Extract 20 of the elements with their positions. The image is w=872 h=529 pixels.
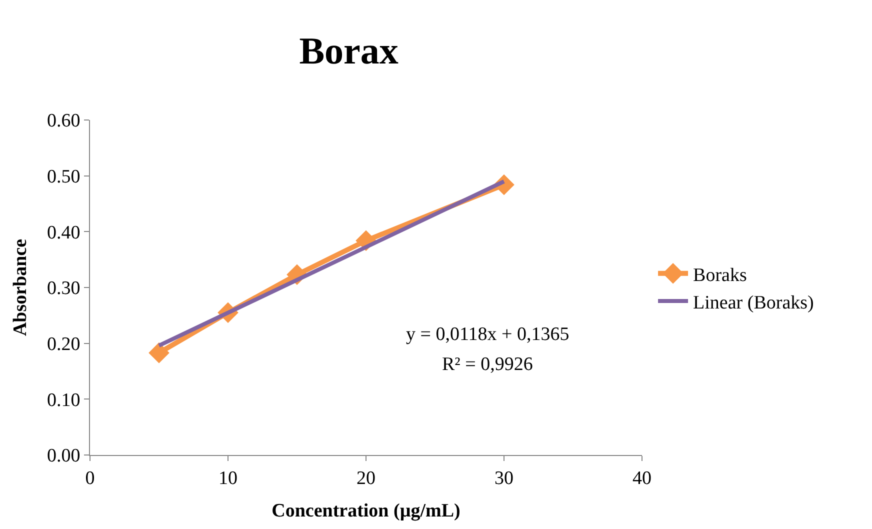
y-tick-label: 0.10 [46,390,80,411]
y-tick-label: 0.40 [46,222,80,244]
x-tick-label: 20 [356,468,376,489]
annotation: y = 0,0118x + 0,1365 [406,324,570,345]
y-axis-title: Absorbance [10,238,31,336]
x-tick-label: 10 [218,468,238,489]
chart-title: Borax [299,30,398,73]
legend-label: Linear (Boraks) [693,292,814,314]
x-axis-title: Concentration (µg/mL) [272,500,460,522]
y-tick-label: 0.30 [46,278,80,300]
y-tick-label: 0.20 [46,334,80,355]
annotation: R² = 0,9926 [442,354,533,375]
y-tick-label: 0.50 [46,166,80,188]
y-tick-label: 0.00 [46,446,80,467]
y-tick-label: 0.60 [46,110,80,132]
legend-label: Boraks [693,264,747,286]
point [148,342,170,364]
x-tick-label: 40 [632,468,652,489]
x-tick-label: 0 [85,468,95,489]
x-tick-label: 30 [494,468,514,489]
